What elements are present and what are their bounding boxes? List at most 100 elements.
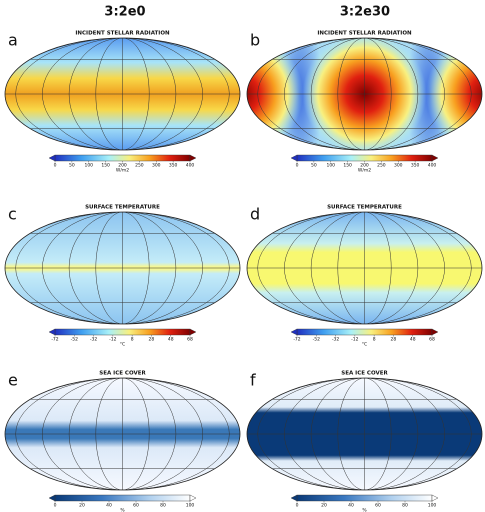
map: [247, 212, 482, 324]
column-title: 3:2e0: [104, 5, 145, 20]
map: [5, 38, 240, 150]
colorbar-arrow: [48, 494, 56, 502]
colorbar-tick-label: 28: [149, 337, 155, 343]
map-outline: [246, 37, 483, 151]
colorbar-tick-label: 0: [54, 503, 57, 509]
colorbar-tick-label: 0: [54, 163, 57, 169]
colorbar-arrow: [48, 154, 56, 162]
colorbar-tick-label: 200: [118, 163, 127, 169]
colorbar-tick-label: 400: [186, 163, 195, 169]
colorbar-tick-label: 350: [169, 163, 178, 169]
map-panel: SEA ICE COVER f 0 20 40 60 80 100%: [246, 371, 483, 512]
colorbar-tick-label: 350: [411, 163, 420, 169]
colorbar-arrow: [431, 328, 439, 336]
colorbar-arrow: [189, 494, 197, 502]
colorbar-tick-label: 8: [373, 337, 376, 343]
colorbar-unit: W/m2: [358, 168, 371, 174]
map-panel: SURFACE TEMPERATURE d -72 -52 -32 -12 8 28 48 68 °…: [246, 205, 483, 348]
panel-title: SEA ICE COVER: [99, 371, 146, 377]
colorbar-tick-label: 100: [326, 163, 335, 169]
colorbar-tick-label: 50: [69, 163, 75, 169]
colorbar: [54, 494, 191, 502]
column-title: 3:2e30: [340, 5, 390, 20]
colorbar-tick-label: -12: [109, 337, 116, 343]
colorbar-arrow: [290, 494, 298, 502]
colorbar-arrow: [431, 154, 439, 162]
colorbar-tick-label: 40: [106, 503, 112, 509]
panel-letter: c: [8, 205, 17, 224]
colorbar: [296, 154, 433, 162]
colorbar-tick-label: 40: [348, 503, 354, 509]
colorbar-unit: %: [362, 508, 367, 512]
colorbar-tick-label: 0: [296, 503, 299, 509]
colorbar-arrow: [189, 154, 197, 162]
map-panel: SEA ICE COVER e 0 20 40 60 80 100%: [4, 371, 241, 512]
colorbar-tick-label: 20: [79, 503, 85, 509]
panel-title: SURFACE TEMPERATURE: [327, 205, 402, 211]
colorbar-tick-label: 150: [343, 163, 352, 169]
panel-title: INCIDENT STELLAR RADIATION: [317, 31, 412, 37]
panel-letter: b: [250, 31, 260, 50]
map-outline: [4, 211, 241, 325]
colorbar-unit: °C: [120, 342, 125, 348]
colorbar-arrow: [290, 328, 298, 336]
colorbar: [296, 328, 433, 336]
colorbar-tick-label: 20: [321, 503, 327, 509]
map-outline: [4, 37, 241, 151]
colorbar-tick-label: 8: [131, 337, 134, 343]
colorbar-tick-label: -72: [51, 337, 58, 343]
colorbar-arrow: [431, 494, 439, 502]
panel-title: INCIDENT STELLAR RADIATION: [75, 31, 170, 37]
colorbar-tick-label: 250: [377, 163, 386, 169]
colorbar-tick-label: 68: [429, 337, 435, 343]
colorbar-tick-label: 60: [133, 503, 139, 509]
colorbar-arrow: [290, 154, 298, 162]
map-panel: INCIDENT STELLAR RADIATION a 0 50 100 150 200 2…: [4, 31, 241, 174]
colorbar-tick-label: 80: [160, 503, 166, 509]
colorbar: [296, 494, 433, 502]
colorbar-tick-label: -72: [293, 337, 300, 343]
colorbar-tick-label: 48: [410, 337, 416, 343]
colorbar-tick-label: -52: [71, 337, 78, 343]
colorbar-tick-label: -12: [351, 337, 358, 343]
colorbar-tick-label: 68: [187, 337, 193, 343]
colorbar-tick-label: 250: [135, 163, 144, 169]
colorbar-tick-label: 60: [375, 503, 381, 509]
colorbar-tick-label: -32: [90, 337, 97, 343]
colorbar-unit: W/m2: [116, 168, 129, 174]
colorbar-tick-label: 300: [152, 163, 161, 169]
colorbar-tick-label: 28: [391, 337, 397, 343]
colorbar-tick-label: 150: [101, 163, 110, 169]
colorbar-tick-label: 80: [402, 503, 408, 509]
colorbar-tick-label: 100: [84, 163, 93, 169]
map-panel: SURFACE TEMPERATURE c -72 -52 -32 -12 8 28 48 68 °…: [4, 205, 241, 348]
colorbar-tick-label: -32: [332, 337, 339, 343]
panel-title: SURFACE TEMPERATURE: [85, 205, 160, 211]
panel-letter: e: [8, 371, 18, 390]
map-outline: [246, 377, 483, 491]
colorbar: [54, 328, 191, 336]
map-outline: [4, 377, 241, 491]
colorbar-tick-label: 48: [168, 337, 174, 343]
colorbar-arrow: [48, 328, 56, 336]
panel-letter: a: [8, 31, 18, 50]
colorbar-tick-label: 200: [360, 163, 369, 169]
colorbar-tick-label: 400: [428, 163, 437, 169]
map: [247, 378, 482, 490]
colorbar-tick-label: 100: [186, 503, 195, 509]
colorbar-unit: °C: [362, 342, 367, 348]
colorbar: [54, 154, 191, 162]
panel-letter: d: [250, 205, 260, 224]
panel-letter: f: [250, 371, 256, 390]
map: [5, 378, 240, 490]
colorbar-arrow: [189, 328, 197, 336]
colorbar-tick-label: 100: [428, 503, 437, 509]
colorbar-unit: %: [120, 508, 125, 512]
colorbar-tick-label: 50: [311, 163, 317, 169]
map: [5, 212, 240, 324]
map-outline: [246, 211, 483, 325]
panel-title: SEA ICE COVER: [341, 371, 388, 377]
colorbar-tick-label: 300: [394, 163, 403, 169]
colorbar-tick-label: 0: [296, 163, 299, 169]
